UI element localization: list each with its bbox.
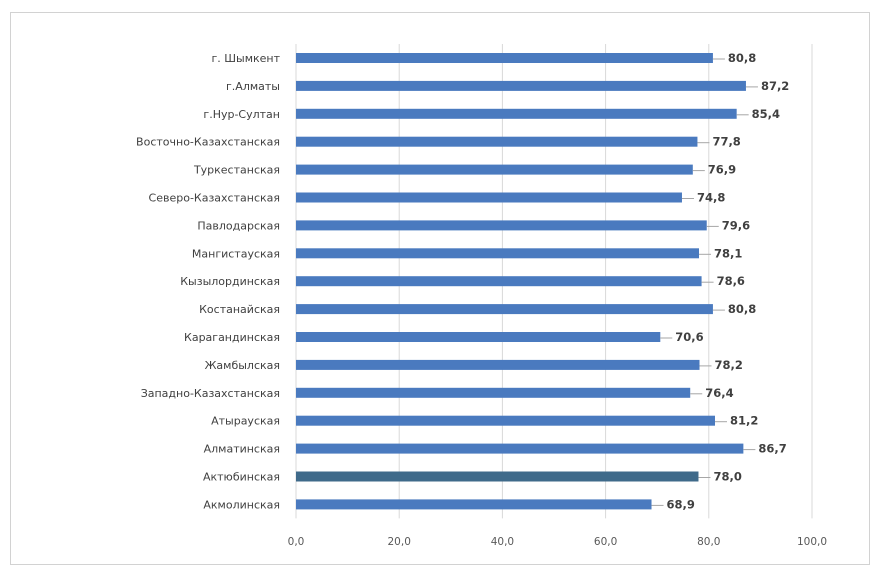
category-label: г.Нур-Султан [203,108,280,121]
bar [296,192,682,203]
bar [296,136,698,147]
x-tick-label: 40,0 [491,536,514,548]
category-label: Павлодарская [197,219,280,232]
category-label: Туркестанская [193,164,280,177]
x-tick-label: 80,0 [697,536,720,548]
bar [296,415,715,426]
bar [296,499,652,510]
category-label: Актюбинская [203,471,280,484]
bar [296,80,746,91]
data-label: 74,8 [697,191,725,205]
data-label: 78,0 [713,470,741,484]
bar [296,387,691,398]
data-label: 79,6 [722,218,750,232]
x-tick-label: 20,0 [388,536,411,548]
data-label: 77,8 [712,135,740,149]
bar [296,443,744,454]
category-label: г.Алматы [226,80,280,93]
category-label: Карагандинская [184,331,280,344]
x-tick-label: 60,0 [594,536,617,548]
value-labels: 80,8 87,2 85,4 77,8 76,9 74,8 79,6 78,1 78,6 80,8… [667,51,790,511]
category-label: г. Шымкент [211,52,280,65]
bar [296,220,707,231]
data-label: 68,9 [667,497,695,511]
category-label: Кызылординская [180,275,280,288]
bars [296,53,758,510]
x-axis-tick-labels: 0,0 20,0 40,0 60,0 80,0 100,0 [288,536,827,548]
data-label: 85,4 [752,107,780,121]
category-label: Акмолинская [203,498,280,511]
category-label: Костанайская [199,303,280,316]
x-tick-label: 0,0 [288,536,305,548]
data-label: 86,7 [758,442,786,456]
bar [296,471,699,482]
data-label: 78,6 [717,274,745,288]
data-label: 76,9 [708,163,736,177]
x-tick-label: 100,0 [797,536,827,548]
data-label: 76,4 [705,386,733,400]
category-label: Северо-Казахстанская [149,192,280,205]
category-labels: г. Шымкент г.Алматы г.Нур-Султан Восточно-К… [136,52,281,511]
gridlines [295,44,813,519]
category-label: Алматинская [204,443,280,456]
data-label: 78,2 [715,358,743,372]
data-label: 81,2 [730,414,758,428]
bar [296,276,702,287]
category-label: Жамбылская [205,359,280,372]
data-label: 70,6 [675,330,703,344]
data-label: 80,8 [728,51,756,65]
category-label: Атырауская [211,415,280,428]
bar [296,304,713,315]
bar [296,248,699,259]
bar [296,53,713,63]
data-label: 78,1 [714,246,742,260]
bar [296,108,737,119]
bar [296,164,693,175]
category-label: Западно-Казахстанская [141,387,280,400]
bar [296,359,700,370]
data-label: 80,8 [728,302,756,316]
data-label: 87,2 [761,79,789,93]
category-label: Восточно-Казахстанская [136,136,280,149]
category-label: Мангистауская [192,247,280,260]
bar [296,332,661,342]
